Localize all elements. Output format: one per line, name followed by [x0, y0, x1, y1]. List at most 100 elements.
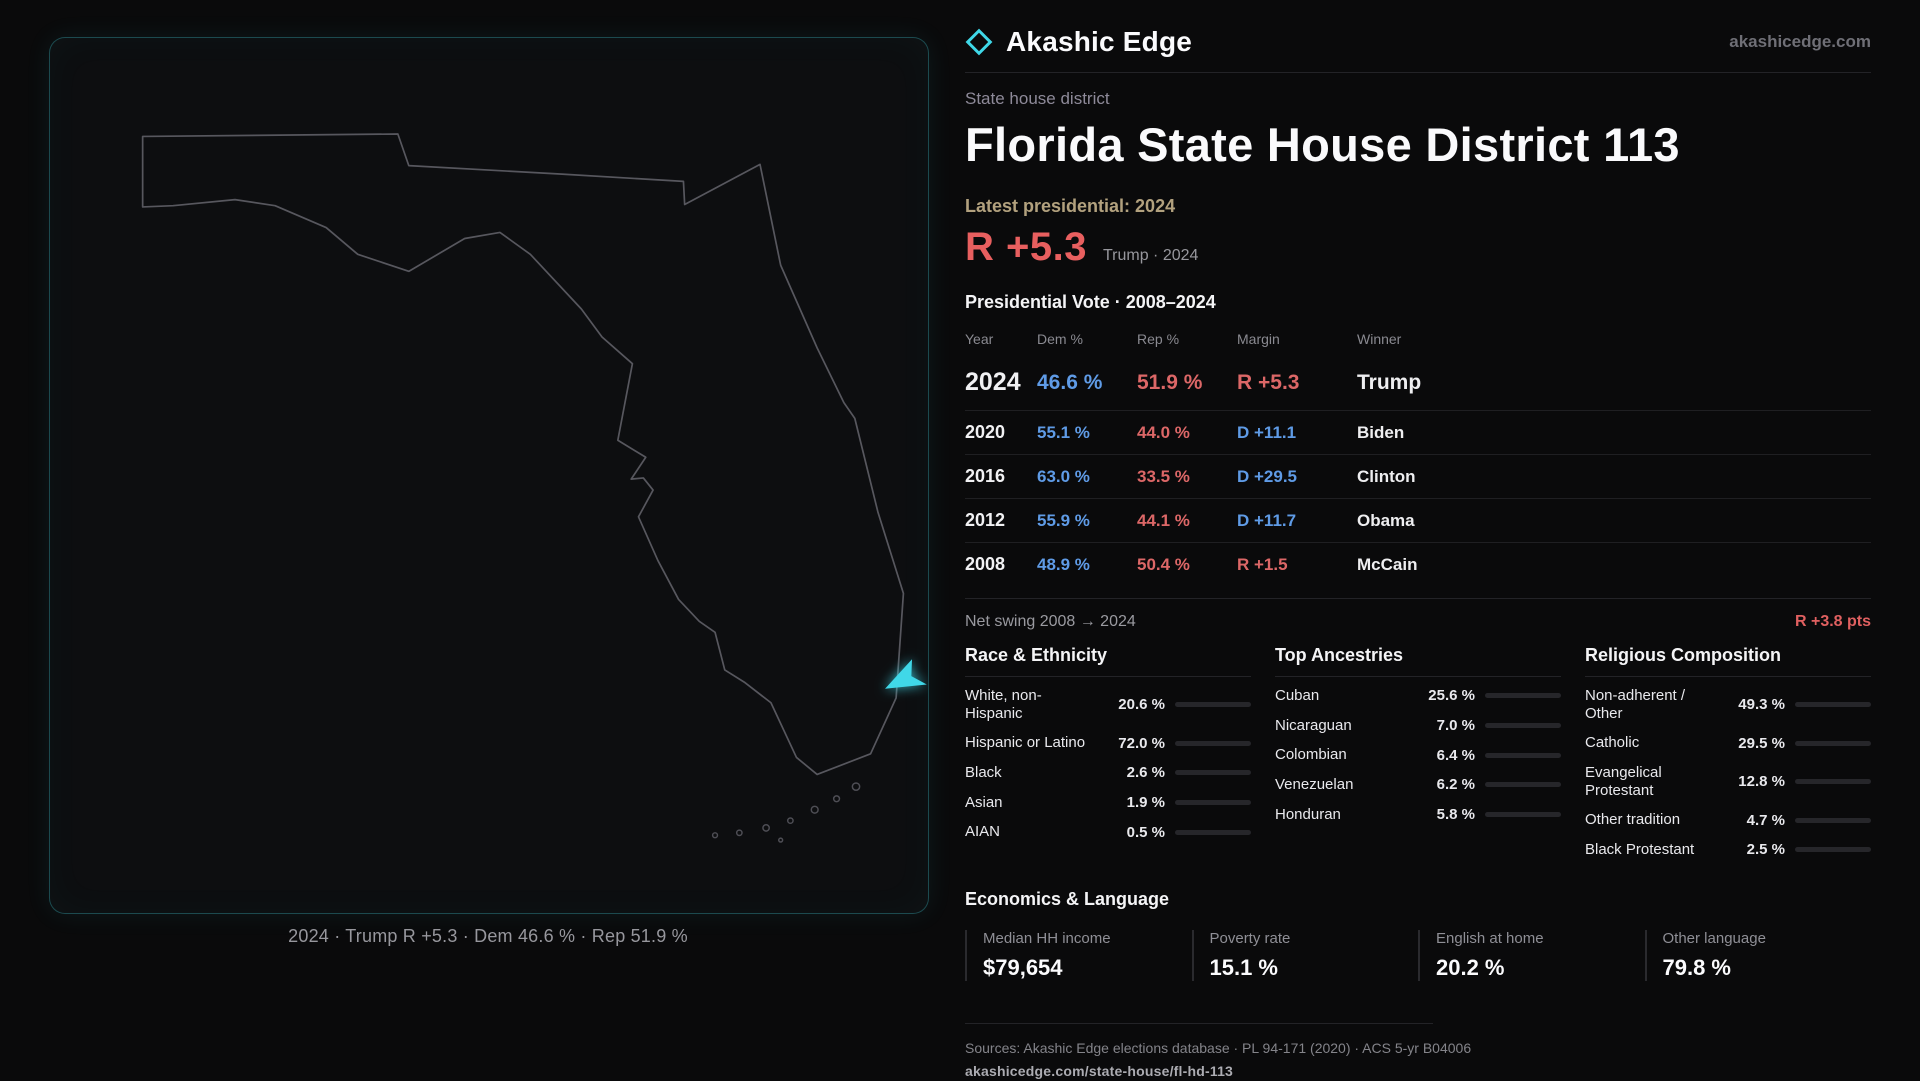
- col-margin: Margin: [1237, 331, 1280, 347]
- margin-cell: R +1.5: [1237, 554, 1288, 574]
- latest-presidential-label: Latest presidential: 2024: [965, 196, 1176, 216]
- vote-table-title: Presidential Vote · 2008–2024: [965, 292, 1216, 312]
- demo-item: Black 2.6 %: [965, 758, 1251, 788]
- year-cell: 2008: [965, 554, 1006, 574]
- dem-cell: 55.1 %: [1037, 422, 1090, 442]
- demo-item: Catholic 29.5 %: [1585, 728, 1871, 758]
- year-cell: 2016: [965, 466, 1006, 486]
- dem-cell: 63.0 %: [1037, 466, 1090, 486]
- vote-row-2008: 2008 48.9 % 50.4 % R +1.5 McCain: [965, 543, 1871, 586]
- rep-cell: 44.1 %: [1137, 510, 1190, 530]
- col-dem: Dem %: [1037, 331, 1083, 347]
- margin-cell: D +11.1: [1237, 422, 1297, 442]
- map-panel: [49, 37, 929, 914]
- vote-row-2024: 2024 46.6 % 51.9 % R +5.3 Trump: [965, 355, 1871, 411]
- footer-divider: [965, 1022, 1433, 1024]
- winner-cell: Trump: [1357, 370, 1422, 394]
- stat-bar: [1795, 847, 1871, 853]
- religious-composition-group: Religious Composition Non-adherent / Oth…: [1585, 645, 1871, 865]
- sources-line: Sources: Akashic Edge elections database…: [965, 1039, 1472, 1056]
- stat-bar: [1175, 829, 1251, 835]
- stat-bar: [1175, 770, 1251, 776]
- vote-row-2016: 2016 63.0 % 33.5 % D +29.5 Clinton: [965, 455, 1871, 499]
- winner-cell: Clinton: [1357, 466, 1416, 486]
- florida-map[interactable]: [50, 38, 928, 913]
- race-ethnicity-group: Race & Ethnicity White, non-Hispanic 20.…: [965, 645, 1251, 865]
- demo-item: Hispanic or Latino 72.0 %: [965, 728, 1251, 758]
- margin-cell: R +5.3: [1237, 370, 1300, 394]
- demo-item: Cuban 25.6 %: [1275, 681, 1561, 711]
- brand-name: Akashic Edge: [1006, 26, 1193, 57]
- vote-row-2020: 2020 55.1 % 44.0 % D +11.1 Biden: [965, 411, 1871, 455]
- stat-bar: [1795, 817, 1871, 823]
- dem-cell: 46.6 %: [1037, 370, 1103, 394]
- stat-other-language: Other language 79.8 %: [1644, 929, 1872, 981]
- net-swing-row: Net swing 2008 → 2024 R +3.8 pts: [965, 598, 1871, 631]
- stat-bar: [1175, 702, 1251, 708]
- year-cell: 2024: [965, 368, 1021, 396]
- stat-bar: [1795, 740, 1871, 746]
- stat-english-at-home: English at home 20.2 %: [1418, 929, 1645, 981]
- demo-item: AIAN 0.5 %: [965, 817, 1251, 847]
- brand-header: Akashic Edge akashicedge.com: [965, 26, 1871, 73]
- florida-keys: [711, 782, 861, 843]
- year-cell: 2020: [965, 422, 1006, 442]
- headline-margin-row: R +5.3 Trump · 2024: [965, 225, 1871, 270]
- dem-cell: 48.9 %: [1037, 554, 1090, 574]
- state-outline: [141, 133, 905, 776]
- demo-item: Honduran 5.8 %: [1275, 800, 1561, 830]
- stat-median-hh-income: Median HH income $79,654: [965, 929, 1192, 981]
- top-ancestries-group: Top Ancestries Cuban 25.6 % Nicaraguan 7…: [1275, 645, 1561, 865]
- district-marker[interactable]: [879, 659, 927, 703]
- margin-cell: D +29.5: [1237, 466, 1298, 486]
- vote-table-header: Year Dem % Rep % Margin Winner: [965, 325, 1871, 355]
- stat-bar: [1795, 779, 1871, 785]
- demo-item: Venezuelan 6.2 %: [1275, 770, 1561, 800]
- site-link[interactable]: akashicedge.com: [1729, 32, 1871, 51]
- map-caption: 2024 · Trump R +5.3 · Dem 46.6 % · Rep 5…: [288, 926, 688, 946]
- stat-poverty-rate: Poverty rate 15.1 %: [1191, 929, 1419, 981]
- headline-margin-note: Trump · 2024: [1102, 247, 1199, 264]
- eyebrow-label: State house district: [965, 89, 1110, 108]
- year-cell: 2012: [965, 510, 1006, 530]
- vote-table: Year Dem % Rep % Margin Winner 2024 46.6…: [965, 325, 1871, 586]
- col-winner: Winner: [1357, 331, 1402, 347]
- diamond-logo-icon: [965, 28, 993, 56]
- net-swing-value: R +3.8 pts: [1794, 613, 1871, 630]
- demo-item: Other tradition 4.7 %: [1585, 805, 1871, 835]
- stat-bar: [1485, 812, 1561, 818]
- stat-bar: [1485, 752, 1561, 758]
- rep-cell: 33.5 %: [1137, 466, 1190, 486]
- rep-cell: 51.9 %: [1137, 370, 1203, 394]
- economics-title: Economics & Language: [965, 888, 1170, 909]
- group-title: Religious Composition: [1585, 645, 1871, 677]
- demo-item: Non-adherent / Other 49.3 %: [1585, 681, 1871, 728]
- demo-item: Asian 1.9 %: [965, 788, 1251, 818]
- demo-item: Nicaraguan 7.0 %: [1275, 711, 1561, 741]
- group-title: Race & Ethnicity: [965, 645, 1251, 677]
- stat-bar: [1485, 693, 1561, 699]
- rep-cell: 50.4 %: [1137, 554, 1190, 574]
- stat-bar: [1795, 702, 1871, 708]
- winner-cell: Obama: [1357, 510, 1415, 530]
- demo-item: White, non-Hispanic 20.6 %: [965, 681, 1251, 728]
- stat-bar: [1175, 800, 1251, 806]
- group-title: Top Ancestries: [1275, 645, 1561, 677]
- stat-bar: [1485, 723, 1561, 729]
- demo-item: Evangelical Protestant 12.8 %: [1585, 758, 1871, 805]
- demographics-grid: Race & Ethnicity White, non-Hispanic 20.…: [965, 645, 1871, 865]
- vote-row-2012: 2012 55.9 % 44.1 % D +11.7 Obama: [965, 499, 1871, 543]
- margin-cell: D +11.7: [1237, 510, 1297, 530]
- economics-stats: Median HH income $79,654 Poverty rate 15…: [965, 929, 1872, 981]
- winner-cell: Biden: [1357, 422, 1405, 442]
- demo-item: Black Protestant 2.5 %: [1585, 835, 1871, 865]
- headline-margin: R +5.3: [965, 225, 1087, 269]
- stat-bar: [1175, 740, 1251, 746]
- demo-item: Colombian 6.4 %: [1275, 740, 1561, 770]
- dem-cell: 55.9 %: [1037, 510, 1090, 530]
- page-title: Florida State House District 113: [965, 118, 1680, 171]
- col-rep: Rep %: [1137, 331, 1180, 347]
- permalink[interactable]: akashicedge.com/state-house/fl-hd-113: [965, 1062, 1234, 1079]
- winner-cell: McCain: [1357, 554, 1418, 574]
- rep-cell: 44.0 %: [1137, 422, 1190, 442]
